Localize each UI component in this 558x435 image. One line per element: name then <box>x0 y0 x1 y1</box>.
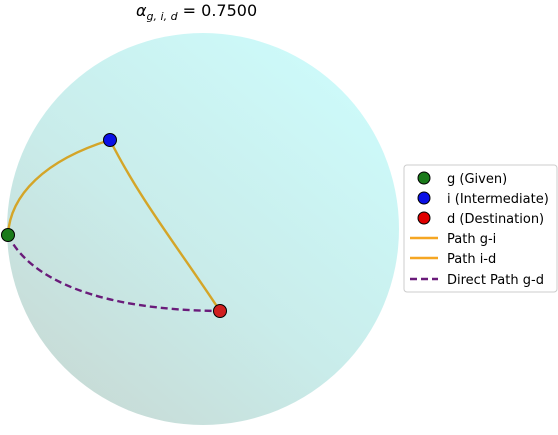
point-d <box>213 304 227 318</box>
point-i <box>103 133 117 147</box>
legend-label-g: g (Given) <box>447 172 507 187</box>
legend-label-d: d (Destination) <box>447 212 544 227</box>
title-subscript: g, i, d <box>147 10 179 23</box>
diagram-title: αg, i, d = 0.7500 <box>136 1 257 23</box>
sphere <box>7 33 399 425</box>
title-alpha: α <box>136 1 147 20</box>
legend-marker-g <box>417 171 431 185</box>
path-i-d <box>108 139 222 312</box>
legend-marker-i <box>417 191 431 205</box>
title-value: = 0.7500 <box>178 1 258 20</box>
legend: g (Given) i (Intermediate) d (Destinatio… <box>403 164 558 293</box>
legend-label-path-i-d: Path i-d <box>447 252 496 267</box>
legend-label-direct-path: Direct Path g-d <box>447 273 544 288</box>
point-g <box>1 228 15 242</box>
path-g-i <box>6 138 111 236</box>
legend-label-i: i (Intermediate) <box>447 192 549 207</box>
legend-box <box>403 164 558 293</box>
direct-path-g-d <box>6 234 221 313</box>
legend-label-path-g-i: Path g-i <box>447 232 496 247</box>
legend-marker-d <box>417 211 431 225</box>
